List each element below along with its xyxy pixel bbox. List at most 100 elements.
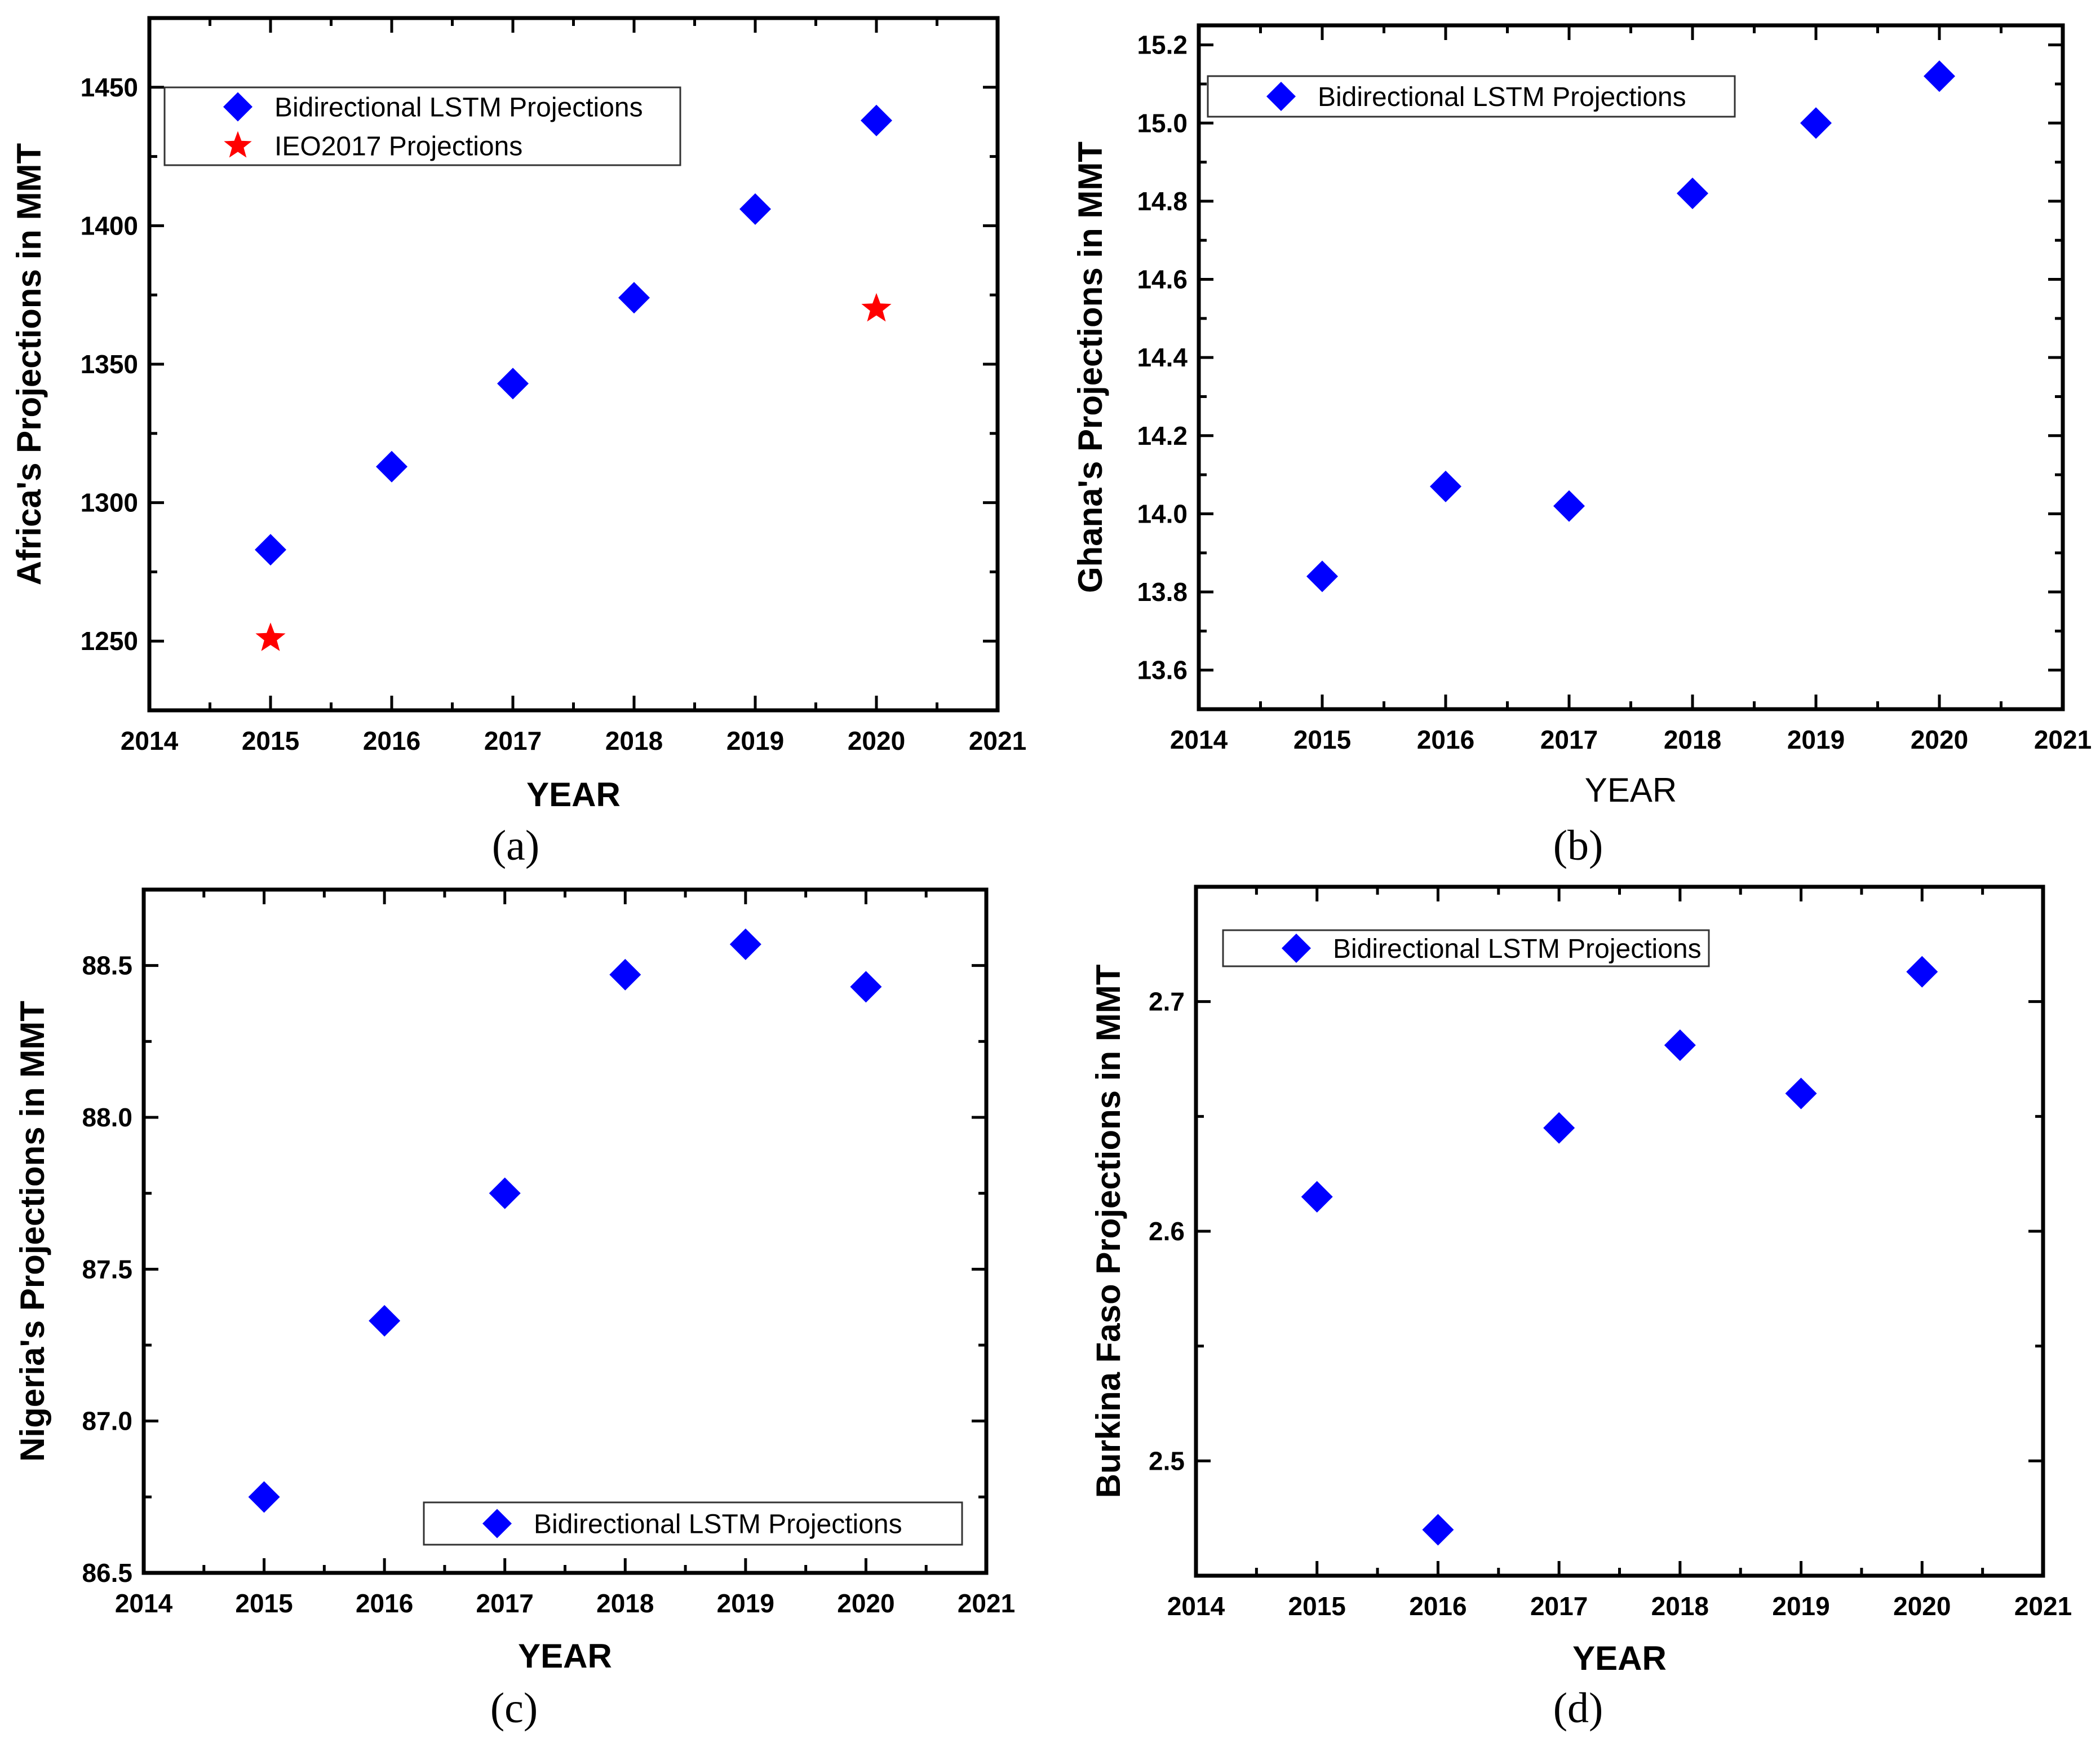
x-tick-label: 2019	[726, 726, 784, 755]
x-tick-label: 2017	[476, 1589, 534, 1618]
x-tick-label: 2018	[1651, 1591, 1709, 1621]
x-tick-label: 2021	[2014, 1591, 2072, 1621]
y-tick-label: 1350	[81, 350, 138, 379]
legend-star-icon	[224, 131, 252, 158]
x-tick-label: 2014	[1167, 1591, 1225, 1621]
x-tick-label: 2017	[1540, 725, 1598, 754]
x-axis-label: YEAR	[1585, 771, 1677, 809]
data-point-lstm	[850, 971, 882, 1003]
chart-panel-b: 2014 2015 2016 2017 2018 2019 2020 2021 13.6 13.8…	[1071, 23, 2092, 869]
data-point-lstm	[1301, 1181, 1333, 1213]
legend-box	[163, 86, 681, 166]
data-point-lstm	[618, 282, 650, 314]
x-tick-label: 2020	[848, 726, 905, 755]
x-tick-label: 2015	[242, 726, 299, 755]
data-point-lstm	[1785, 1077, 1817, 1109]
y-tick-label: 1300	[81, 488, 138, 518]
y-tick-label: 14.8	[1137, 187, 1188, 216]
x-tick-label: 2016	[363, 726, 420, 755]
data-point-lstm	[739, 193, 771, 225]
legend-diamond-icon	[1282, 934, 1311, 963]
y-tick-label: 13.6	[1137, 656, 1188, 685]
panel-caption: (d)	[1553, 1684, 1603, 1732]
x-tick-label: 2019	[717, 1589, 774, 1618]
data-point-ieo2017	[861, 293, 892, 322]
data-point-lstm	[1924, 60, 1955, 92]
legend: Bidirectional LSTM Projections	[1222, 929, 1710, 967]
legend-box	[423, 1501, 963, 1546]
data-point-lstm	[1430, 470, 1461, 502]
x-tick-label: 2014	[115, 1589, 173, 1618]
y-tick-label: 2.6	[1149, 1217, 1185, 1246]
y-tick-label: 1450	[81, 73, 138, 102]
y-tick-label: 1250	[81, 626, 138, 656]
y-axis-label: Ghana's Projections in MMT	[1071, 142, 1109, 593]
data-point-lstm	[1543, 1112, 1575, 1144]
y-tick-label: 1400	[81, 211, 138, 240]
data-point-lstm	[255, 534, 286, 566]
legend: Bidirectional LSTM Projections IEO2017 Pr…	[163, 86, 681, 166]
panel-caption: (c)	[490, 1684, 538, 1732]
x-tick-label: 2015	[1293, 725, 1351, 754]
data-point-lstm	[248, 1481, 280, 1513]
y-tick-label: 13.8	[1137, 577, 1188, 607]
plot-frame	[1194, 885, 2045, 1578]
x-axis-label: YEAR	[518, 1637, 612, 1675]
x-tick-label: 2020	[1911, 725, 1968, 754]
legend-label: Bidirectional LSTM Projections	[1333, 934, 1702, 964]
x-tick-label: 2021	[969, 726, 1026, 755]
y-tick-label: 14.6	[1137, 265, 1188, 294]
legend-label: IEO2017 Projections	[274, 132, 522, 162]
y-axis-label: Burkina Faso Projections in MMT	[1089, 965, 1127, 1498]
chart-panel-c: 2014 2015 2016 2017 2018 2019 2020 2021 86.5 87.0…	[14, 887, 1015, 1732]
plot-frame	[1197, 23, 2065, 711]
y-tick-label: 88.0	[82, 1103, 132, 1132]
x-tick-label: 2018	[605, 726, 663, 755]
data-point-lstm	[1677, 178, 1708, 210]
legend-label: Bidirectional LSTM Projections	[1318, 82, 1686, 112]
x-tick-label: 2021	[2034, 725, 2092, 754]
data-point-lstm	[729, 928, 761, 960]
legend-diamond-icon	[223, 92, 252, 122]
data-point-lstm	[1906, 956, 1938, 988]
y-axis-label: Nigeria's Projections in MMT	[14, 1001, 51, 1462]
x-tick-label: 2015	[1288, 1591, 1346, 1621]
y-axis-label: Africa's Projections in MMT	[10, 143, 48, 585]
data-point-lstm	[1800, 107, 1832, 139]
x-tick-label: 2018	[1664, 725, 1721, 754]
data-point-lstm	[1553, 490, 1585, 522]
y-tick-label: 15.2	[1137, 30, 1188, 60]
data-point-lstm	[1664, 1029, 1696, 1062]
y-tick-label: 2.7	[1149, 987, 1185, 1016]
data-point-lstm	[609, 958, 641, 991]
y-tick-label: 86.5	[82, 1558, 132, 1588]
x-tick-label: 2020	[1893, 1591, 1951, 1621]
data-point-lstm	[1306, 560, 1338, 593]
y-tick-label: 2.5	[1149, 1446, 1185, 1475]
panel-caption: (a)	[492, 822, 539, 869]
legend-box	[1207, 75, 1736, 118]
x-tick-label: 2017	[1530, 1591, 1588, 1621]
data-point-lstm	[1422, 1514, 1454, 1546]
y-tick-label: 14.4	[1137, 343, 1188, 372]
chart-panel-d: 2014 2015 2016 2017 2018 2019 2020 2021 2.5 2.6 2.…	[1089, 885, 2072, 1732]
x-tick-label: 2015	[235, 1589, 293, 1618]
x-tick-label: 2014	[1170, 725, 1228, 754]
x-tick-label: 2021	[958, 1589, 1015, 1618]
chart-panel-a: 2014 2015 2016 2017 2018 2019 2020 2021 1250 1300…	[10, 16, 1026, 869]
data-point-lstm	[861, 104, 892, 136]
legend-label: Bidirectional LSTM Projections	[534, 1510, 902, 1540]
x-tick-label: 2014	[121, 726, 179, 755]
data-point-lstm	[497, 368, 529, 400]
x-tick-label: 2019	[1787, 725, 1845, 754]
legend: Bidirectional LSTM Projections	[1207, 75, 1736, 118]
x-tick-label: 2016	[1417, 725, 1474, 754]
legend-diamond-icon	[1266, 82, 1296, 111]
x-tick-label: 2018	[596, 1589, 654, 1618]
x-tick-label: 2020	[837, 1589, 894, 1618]
y-tick-label: 15.0	[1137, 108, 1188, 138]
x-tick-label: 2016	[356, 1589, 413, 1618]
y-tick-label: 87.5	[82, 1254, 132, 1284]
data-point-ieo2017	[255, 622, 286, 651]
